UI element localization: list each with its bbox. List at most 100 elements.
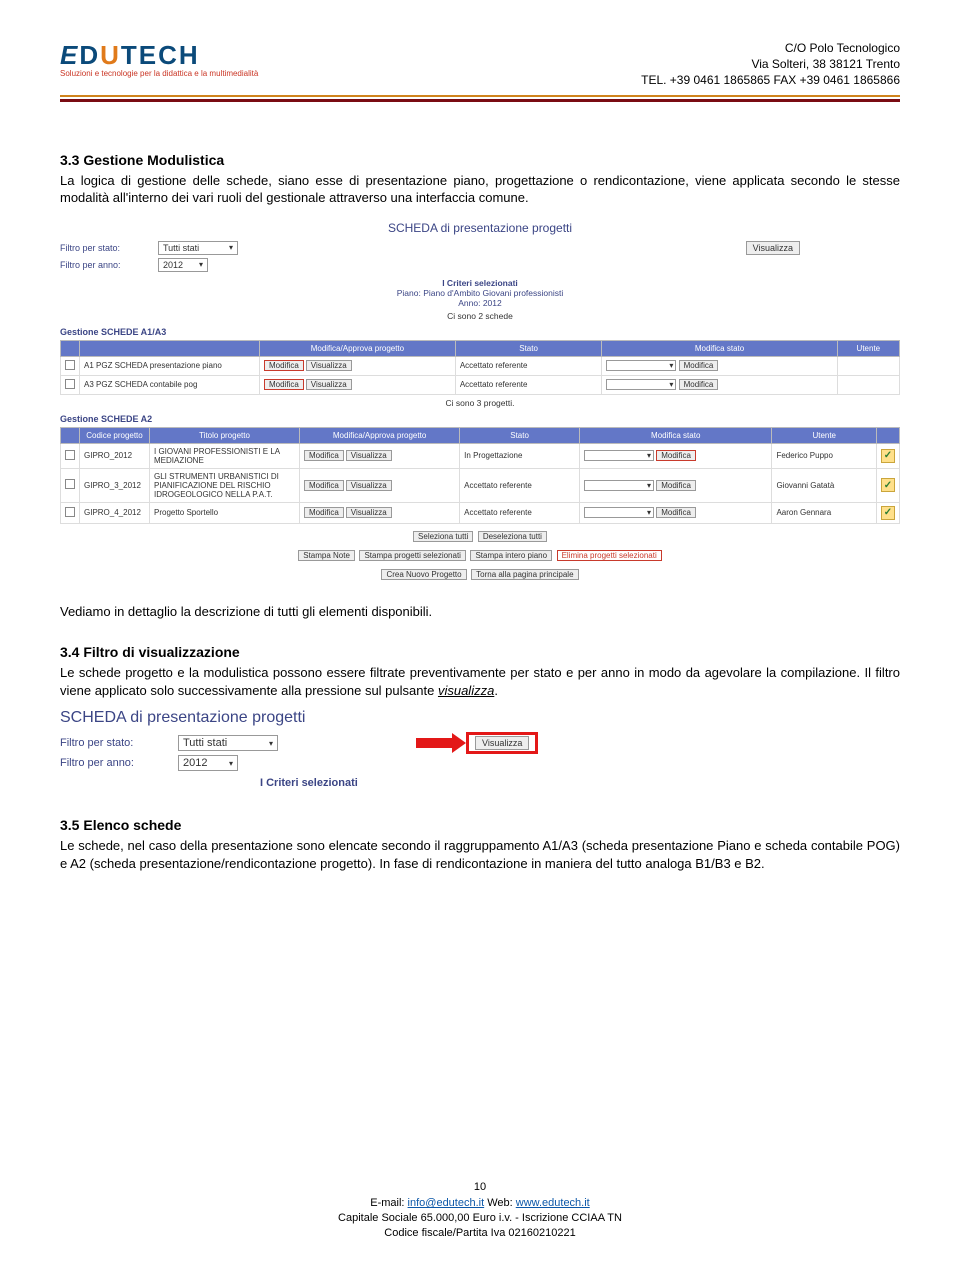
row-checkbox[interactable]	[65, 479, 75, 489]
row-nome: A3 PGZ SCHEDA contabile pog	[80, 375, 260, 394]
visualizza-row-button[interactable]: Visualizza	[346, 507, 392, 518]
th-utente: Utente	[837, 340, 899, 356]
modifica-button[interactable]: Modifica	[264, 379, 304, 390]
th-modifica-approva: Modifica/Approva progetto	[300, 427, 460, 443]
filter-stato-label: Filtro per stato:	[60, 737, 170, 749]
filter-anno-select[interactable]: 2012▾	[158, 258, 208, 272]
row-checkbox[interactable]	[65, 379, 75, 389]
row-checkbox[interactable]	[65, 360, 75, 370]
row-checkbox[interactable]	[65, 507, 75, 517]
after-ss1-text: Vediamo in dettaglio la descrizione di t…	[60, 603, 900, 621]
th-titolo: Titolo progetto	[150, 427, 300, 443]
visualizza-row-button[interactable]: Visualizza	[346, 450, 392, 461]
modifica-stato-button[interactable]: Modifica	[656, 450, 696, 461]
footer-contact: E-mail: info@edutech.it Web: www.edutech…	[0, 1196, 960, 1211]
row-utente: Federico Puppo	[772, 443, 877, 468]
th-modifica-stato: Modifica stato	[579, 427, 771, 443]
ss2-filter-anno: Filtro per anno: 2012▾	[60, 755, 900, 771]
gestione-a1a3-label: Gestione SCHEDE A1/A3	[60, 327, 900, 337]
section-3-3-body: La logica di gestione delle schede, sian…	[60, 172, 900, 207]
elimina-button[interactable]: Elimina progetti selezionati	[557, 550, 662, 561]
stato-select[interactable]: ▾	[584, 507, 654, 518]
modifica-stato-button[interactable]: Modifica	[679, 379, 719, 390]
visualizza-button[interactable]: Visualizza	[475, 736, 529, 750]
visualizza-button[interactable]: Visualizza	[746, 241, 800, 255]
criteri-selezionati: I Criteri selezionati Piano: Piano d'Amb…	[60, 278, 900, 308]
stato-select[interactable]: ▾	[606, 379, 676, 390]
section-3-4-title: 3.4 Filtro di visualizzazione	[60, 644, 900, 660]
crea-progetto-button[interactable]: Crea Nuovo Progetto	[381, 569, 466, 580]
visualizza-row-button[interactable]: Visualizza	[306, 379, 352, 390]
table-row: GIPRO_2012 I GIOVANI PROFESSIONISTI E LA…	[61, 443, 900, 468]
deseleziona-tutti-button[interactable]: Deseleziona tutti	[478, 531, 547, 542]
filter-anno-label: Filtro per anno:	[60, 260, 150, 270]
row-titolo: GLI STRUMENTI URBANISTICI DI PIANIFICAZI…	[150, 468, 300, 502]
stampa-selezionati-button[interactable]: Stampa progetti selezionati	[359, 550, 466, 561]
screenshot-scheda-presentazione: SCHEDA di presentazione progetti Filtro …	[60, 221, 900, 581]
th-stato: Stato	[455, 340, 602, 356]
footer-email-link[interactable]: info@edutech.it	[408, 1197, 485, 1209]
row-titolo: I GIOVANI PROFESSIONISTI E LA MEDIAZIONE	[150, 443, 300, 468]
table-row: GIPRO_4_2012 Progetto Sportello Modifica…	[61, 502, 900, 523]
print-buttons: Stampa Note Stampa progetti selezionati …	[60, 549, 900, 562]
filter-anno-label: Filtro per anno:	[60, 757, 170, 769]
th-modifica-stato: Modifica stato	[602, 340, 837, 356]
stato-select[interactable]: ▾	[584, 480, 654, 491]
visualizza-row-button[interactable]: Visualizza	[306, 360, 352, 371]
modifica-stato-button[interactable]: Modifica	[679, 360, 719, 371]
addr-line2: Via Solteri, 38 38121 Trento	[641, 56, 900, 72]
ss2-filter-stato: Filtro per stato: Tutti stati▾ Visualizz…	[60, 735, 900, 751]
torna-button[interactable]: Torna alla pagina principale	[471, 569, 578, 580]
page-number: 10	[0, 1180, 960, 1195]
modifica-stato-button[interactable]: Modifica	[656, 507, 696, 518]
footer-capitale: Capitale Sociale 65.000,00 Euro i.v. - I…	[0, 1211, 960, 1226]
modifica-button[interactable]: Modifica	[304, 507, 344, 518]
row-titolo: Progetto Sportello	[150, 502, 300, 523]
ss1-title: SCHEDA di presentazione progetti	[60, 221, 900, 235]
filter-stato-select[interactable]: Tutti stati▾	[158, 241, 238, 255]
filter-anno-select[interactable]: 2012▾	[178, 755, 238, 771]
row-checkbox[interactable]	[65, 450, 75, 460]
table-a1a3: Modifica/Approva progetto Stato Modifica…	[60, 340, 900, 395]
row-nome: A1 PGZ SCHEDA presentazione piano	[80, 356, 260, 375]
stampa-piano-button[interactable]: Stampa intero piano	[470, 550, 552, 561]
table-row: A1 PGZ SCHEDA presentazione piano Modifi…	[61, 356, 900, 375]
modifica-stato-button[interactable]: Modifica	[656, 480, 696, 491]
section-3-3-title: 3.3 Gestione Modulistica	[60, 152, 900, 168]
ss1-filter-anno: Filtro per anno: 2012▾	[60, 258, 900, 272]
modifica-button[interactable]: Modifica	[264, 360, 304, 371]
screenshot-filtro: SCHEDA di presentazione progetti Filtro …	[60, 709, 900, 789]
row-codice: GIPRO_4_2012	[80, 502, 150, 523]
check-icon: ✓	[881, 478, 895, 492]
row-stato: Accettato referente	[460, 502, 580, 523]
stato-select[interactable]: ▾	[584, 450, 654, 461]
section-3-4-body: Le schede progetto e la modulistica poss…	[60, 664, 900, 699]
footer-web-link[interactable]: www.edutech.it	[516, 1197, 590, 1209]
page-header: EDUTECH Soluzioni e tecnologie per la di…	[60, 40, 900, 89]
page-footer: 10 E-mail: info@edutech.it Web: www.edut…	[0, 1180, 960, 1241]
header-rule	[60, 95, 900, 102]
modifica-button[interactable]: Modifica	[304, 480, 344, 491]
section-3-5-title: 3.5 Elenco schede	[60, 817, 900, 833]
row-utente: Giovanni Gatatà	[772, 468, 877, 502]
ss2-title: SCHEDA di presentazione progetti	[60, 709, 900, 727]
table-row: A3 PGZ SCHEDA contabile pog ModificaVisu…	[61, 375, 900, 394]
th-stato: Stato	[460, 427, 580, 443]
seleziona-tutti-button[interactable]: Seleziona tutti	[413, 531, 473, 542]
check-icon: ✓	[881, 449, 895, 463]
th-codice: Codice progetto	[80, 427, 150, 443]
row-stato: Accettato referente	[460, 468, 580, 502]
filter-stato-label: Filtro per stato:	[60, 243, 150, 253]
filter-stato-select[interactable]: Tutti stati▾	[178, 735, 278, 751]
modifica-button[interactable]: Modifica	[304, 450, 344, 461]
progetti-count: Ci sono 3 progetti.	[60, 398, 900, 408]
header-address: C/O Polo Tecnologico Via Solteri, 38 381…	[641, 40, 900, 89]
addr-line3: TEL. +39 0461 1865865 FAX +39 0461 18658…	[641, 72, 900, 88]
table-row: GIPRO_3_2012 GLI STRUMENTI URBANISTICI D…	[61, 468, 900, 502]
row-stato: In Progettazione	[460, 443, 580, 468]
visualizza-row-button[interactable]: Visualizza	[346, 480, 392, 491]
ss2-criteri: I Criteri selezionati	[260, 777, 900, 789]
stampa-note-button[interactable]: Stampa Note	[298, 550, 355, 561]
row-codice: GIPRO_2012	[80, 443, 150, 468]
stato-select[interactable]: ▾	[606, 360, 676, 371]
